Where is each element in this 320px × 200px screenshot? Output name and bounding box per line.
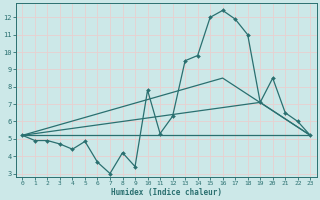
X-axis label: Humidex (Indice chaleur): Humidex (Indice chaleur) — [111, 188, 222, 197]
